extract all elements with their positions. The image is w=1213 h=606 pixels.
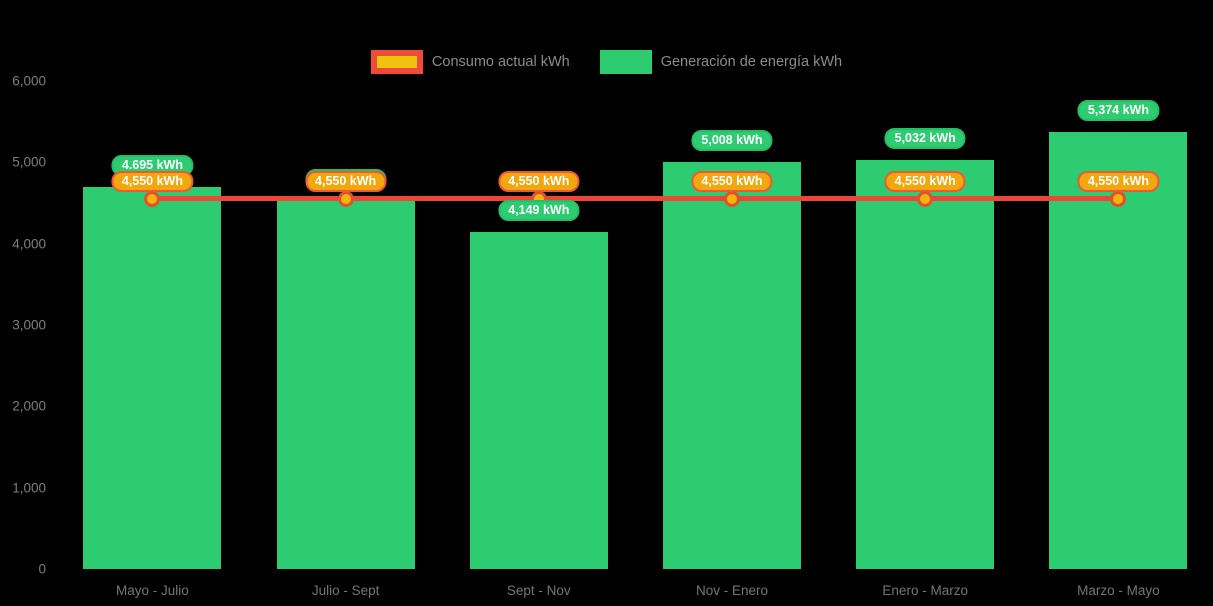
line-marker [337,190,354,207]
generacion-bar-swatch-icon [599,50,652,74]
bar-value-label: 5,374 kWh [1077,99,1159,121]
x-axis-category-label: Nov - Enero [695,583,769,598]
x-axis-category-label: Sept - Nov [506,583,571,598]
legend-label-consumo: Consumo actual kWh [431,54,570,70]
bar-generacion [469,231,608,569]
line-marker [144,190,161,207]
y-axis-tick-label: 3,000 [12,317,46,333]
y-axis-tick-label: 1,000 [12,480,46,496]
consumption-line [152,196,1119,202]
line-value-label: 4,550 kWh [1077,170,1159,192]
y-axis-tick-label: 4,000 [12,236,46,252]
y-axis-tick-label: 5,000 [12,154,46,170]
y-axis-tick-label: 0 [38,561,46,577]
legend-item-generacion[interactable]: Generación de energía kWh [599,50,843,74]
bar-generacion [276,198,415,569]
bar-value-label: 4,149 kWh [498,199,580,221]
consumo-line-swatch-icon [370,50,423,74]
line-marker [724,190,740,207]
x-axis-category-label: Julio - Sept [311,583,380,598]
bar-value-label: 5,032 kWh [884,127,966,149]
line-marker [917,190,934,207]
x-axis-category-label: Mayo - Julio [116,583,189,598]
legend-item-consumo[interactable]: Consumo actual kWh [370,50,570,74]
y-axis-tick-label: 2,000 [12,398,46,414]
bar-generacion [663,161,801,569]
line-marker [1110,190,1127,207]
line-value-label: 4,550 kWh [498,170,580,192]
bar-generacion [83,187,222,569]
bar-generacion [856,159,995,569]
line-value-label: 4,550 kWh [305,170,387,192]
bar-value-label: 5,008 kWh [691,129,773,151]
legend-label-generacion: Generación de energía kWh [660,54,843,70]
line-value-label: 4,550 kWh [111,170,193,192]
line-value-label: 4,550 kWh [884,170,966,192]
x-axis-category-label: Enero - Marzo [882,583,968,598]
x-axis-category-label: Marzo - Mayo [1077,583,1160,598]
y-axis-tick-label: 6,000 [12,73,46,89]
chart-legend: Consumo actual kWh Generación de energía… [0,48,1213,76]
line-value-label: 4,550 kWh [691,170,773,192]
